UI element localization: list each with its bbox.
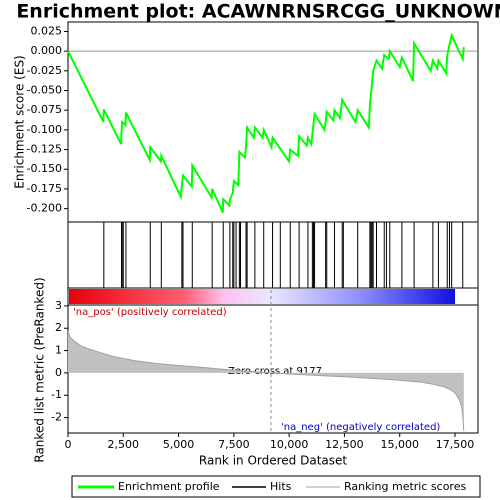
y-tick-label: 0 [55,366,62,379]
y-tick-label: 3 [55,299,62,312]
y-tick-label: 2 [55,321,62,334]
x-tick-label: 2,500 [108,438,140,451]
x-tick-label: 17,500 [436,438,475,451]
y-tick-label: -0.150 [27,162,62,175]
chart-title: Enrichment plot: ACAWNRNSRCGG_UNKNOWN [16,1,500,23]
x-tick-label: 12,500 [325,438,364,451]
y-tick-label: -1 [51,388,62,401]
y-tick-label: -0.075 [27,103,62,116]
y-tick-label: 0.000 [31,44,63,57]
x-tick-label: 0 [65,438,72,451]
legend [71,475,481,498]
y-tick-label: -2 [51,411,62,424]
legend-label: Ranking metric scores [344,480,466,493]
y-tick-label: -0.100 [27,123,62,136]
y-tick-label: 1 [55,344,62,357]
y-tick-label: -0.050 [27,84,62,97]
y-tick-label: -0.175 [27,182,62,195]
frame [67,21,479,434]
annotation: Zero cross at 9177 [228,366,322,377]
es-curve [67,32,465,214]
y-tick-label: 0.025 [31,24,63,37]
annotation: 'na_pos' (positively correlated) [73,307,227,318]
legend-label: Enrichment profile [118,480,220,493]
x-tick-label: 7,500 [218,438,250,451]
y-axis-label: Enrichment score (ES) [13,55,27,188]
legend-label: Hits [270,480,292,493]
y-tick-label: -0.025 [27,64,62,77]
x-tick-label: 15,000 [380,438,419,451]
y-tick-label: -0.200 [27,202,62,215]
y-axis-label: Ranked list metric (PreRanked) [33,277,47,462]
area-fill [68,331,464,431]
x-axis-label: Rank in Ordered Dataset [199,454,347,468]
metric-curve [67,331,465,432]
x-tick-label: 5,000 [163,438,195,451]
color-band [69,289,455,304]
x-tick-label: 10,000 [270,438,309,451]
annotation: 'na_neg' (negatively correlated) [281,422,440,433]
y-tick-label: -0.125 [27,143,62,156]
